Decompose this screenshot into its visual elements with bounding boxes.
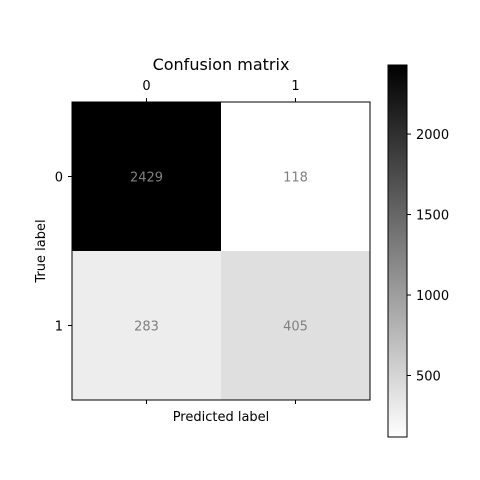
matrix-cell-1-0: [72, 251, 221, 400]
y-tick-label-1: 1: [55, 320, 63, 335]
matrix-cell-labels: 2429 118 283 405: [130, 171, 308, 335]
colorbar-tick-label-3: 2000: [416, 128, 449, 143]
y-tick-label-0: 0: [55, 171, 63, 186]
colorbar-ticks: 500 1000 1500 2000: [407, 128, 449, 385]
matrix-value-1-0: 283: [134, 320, 159, 335]
matrix-value-0-0: 2429: [130, 171, 163, 186]
matrix-cells: [72, 102, 370, 400]
matrix-cell-0-1: [221, 102, 370, 251]
matrix-value-0-1: 118: [283, 171, 308, 186]
matrix-value-1-1: 405: [283, 320, 308, 335]
colorbar: [387, 64, 408, 438]
x-tick-label-0: 0: [142, 79, 150, 94]
matrix-cell-0-0: [72, 102, 221, 251]
x-axis-label: Predicted label: [173, 410, 270, 425]
matrix-cell-1-1: [221, 251, 370, 400]
y-axis-label: True label: [34, 219, 49, 283]
y-ticks: 01: [55, 171, 72, 335]
chart-title: Confusion matrix: [153, 55, 290, 74]
colorbar-tick-label-1: 1000: [416, 289, 449, 304]
colorbar-tick-label-0: 500: [416, 370, 441, 385]
x-tick-label-1: 1: [291, 79, 299, 94]
plot-frame: [71, 101, 371, 401]
colorbar-tick-label-2: 1500: [416, 209, 449, 224]
